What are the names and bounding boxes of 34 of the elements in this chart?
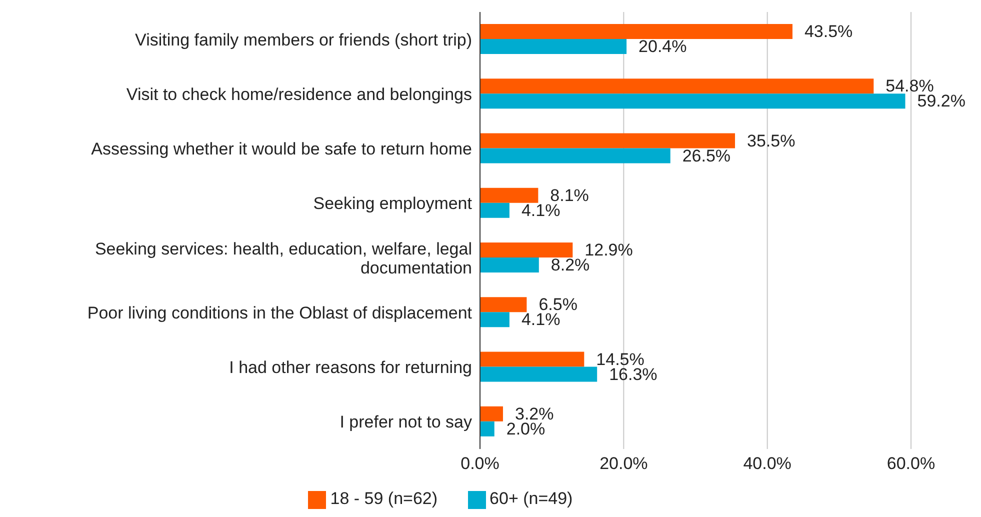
bar [480,78,874,94]
y-tick-label: Visit to check home/residence and belongings [126,84,472,104]
bar [480,242,573,258]
bar [480,366,598,382]
x-tick-label: 0.0% [460,454,500,474]
bar [480,352,584,367]
bar [480,297,527,312]
bar [480,148,670,164]
data-label: 43.5% [804,22,853,42]
x-tick-label: 60.0% [886,454,936,474]
data-label: 20.4% [638,37,687,56]
legend-label: 18 - 59 (n=62) [330,489,438,508]
y-tick-label: Seeking services: health, education, welfare, legal documentation [94,238,472,277]
bar [480,202,510,218]
bar [480,406,503,422]
data-label: 35.5% [747,131,796,150]
data-label: 26.5% [682,146,731,166]
bar [480,94,906,109]
y-tick-label: Assessing whether it would be safe to return home [91,139,472,158]
bar [480,312,510,328]
y-tick-label: I had other reasons for returning [229,358,472,377]
x-tick-label: 40.0% [743,454,792,474]
y-tick-label: I prefer not to say [340,412,472,432]
x-tick-label: 20.0% [600,454,648,474]
y-tick-label: Seeking employment [313,194,472,213]
legend-label: 60+ (n=49) [490,489,573,508]
bar [480,258,539,273]
y-tick-label: Poor living conditions in the Oblast of displacement [87,302,472,322]
bar [480,24,792,40]
bar [480,133,736,148]
bar [480,421,494,436]
y-tick-label: Visiting family members or friends (short trip) [135,30,472,49]
bar [480,188,538,203]
bar [480,39,627,54]
